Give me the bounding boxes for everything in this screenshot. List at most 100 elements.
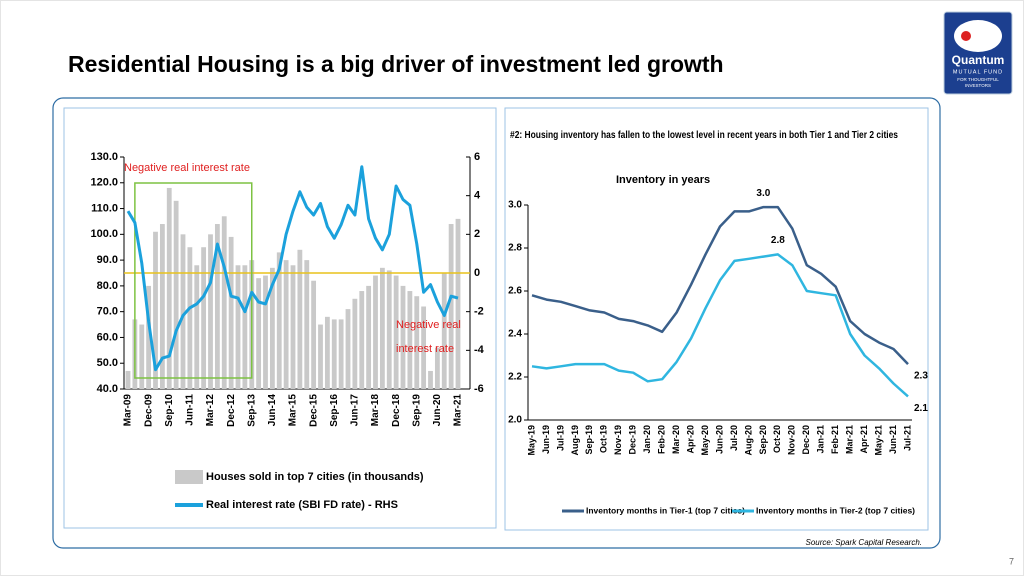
- y2-tick-label: 4: [474, 190, 481, 202]
- bar: [318, 324, 323, 389]
- x-tick-label: Jun-21: [888, 425, 898, 454]
- y2-tick-label: 0: [474, 267, 480, 279]
- annotation: interest rate: [396, 343, 454, 355]
- y2-tick-label: -2: [474, 306, 484, 318]
- bar: [455, 218, 461, 389]
- x-tick-label: Jan-21: [816, 425, 826, 454]
- bar: [146, 285, 152, 389]
- x-tick-label: Aug-20: [743, 425, 753, 456]
- x-tick-label: Mar-21: [845, 425, 855, 454]
- bar: [187, 247, 193, 389]
- bar: [407, 291, 413, 389]
- housing-sales-chart: 40.0 50.0 60.0 70.0 80.0 90.0 100.0 110.0 120.0 1…: [90, 151, 484, 511]
- y-tick-label: 110.0: [91, 202, 118, 214]
- y2-tick-label: -6: [474, 383, 484, 395]
- bar: [276, 252, 282, 389]
- bar: [208, 234, 213, 389]
- y-tick-label: 2.4: [508, 329, 522, 340]
- logo-line: MUTUAL FUND: [953, 69, 1003, 75]
- x-tick-label: Mar-21: [453, 394, 464, 427]
- bar: [352, 298, 358, 389]
- y-tick-label: 2.2: [508, 372, 522, 383]
- page-number: 7: [1009, 556, 1014, 566]
- x-tick-label: May-20: [700, 425, 710, 456]
- x-tick-label: Feb-20: [657, 425, 667, 454]
- bar: [173, 200, 179, 389]
- y-tick-label: 120.0: [90, 177, 118, 189]
- x-tick-label: Aug-19: [570, 425, 580, 456]
- chart-panel: [504, 107, 929, 531]
- logo-swirl: [954, 20, 1002, 52]
- x-tick-label: Oct-19: [599, 425, 609, 453]
- x-tick-label: Dec-15: [308, 394, 319, 427]
- y-tick-label: 80.0: [97, 280, 118, 292]
- bar: [180, 234, 186, 389]
- x-tick-label: Jun-19: [541, 425, 551, 454]
- bar: [345, 309, 351, 389]
- line: [531, 253, 909, 398]
- y2-tick-label: 6: [474, 151, 480, 163]
- bar: [242, 265, 248, 389]
- bar: [201, 247, 207, 389]
- source-note: Source: Spark Capital Research.: [806, 538, 923, 547]
- bar: [221, 216, 227, 389]
- chart-subtitle: Inventory in years: [616, 174, 710, 186]
- annotation: Negative real: [396, 319, 461, 331]
- bar: [359, 291, 365, 389]
- bar: [324, 316, 330, 389]
- bar: [441, 273, 447, 389]
- bar: [159, 224, 165, 389]
- legend-label: Inventory months in Tier-2 (top 7 cities…: [756, 505, 915, 515]
- y-tick-label: 50.0: [97, 357, 118, 369]
- y-tick-label: 3.0: [508, 200, 522, 211]
- bar: [393, 275, 399, 389]
- x-tick-label: May-21: [873, 425, 883, 456]
- legend-swatch: [175, 470, 203, 484]
- bar: [290, 265, 296, 389]
- x-tick-label: Sep-13: [246, 394, 257, 427]
- bar: [414, 296, 420, 389]
- x-tick-label: Jun-20: [432, 394, 443, 427]
- y2-tick-label: 2: [474, 228, 480, 240]
- x-tick-label: Mar-15: [288, 394, 299, 427]
- x-tick-label: Dec-20: [801, 425, 811, 455]
- logo-line: FOR THOUGHTFUL: [957, 77, 999, 82]
- annotation: Negative real interest rate: [124, 162, 250, 174]
- legend-label: Inventory months in Tier-1 (top 7 cities…: [586, 505, 745, 515]
- x-tick-label: Jul-19: [555, 425, 565, 451]
- bar: [428, 370, 433, 389]
- bar: [366, 285, 372, 389]
- bar: [256, 278, 262, 389]
- bar: [421, 306, 427, 389]
- inventory-chart: #2: Housing inventory has fallen to the …: [508, 129, 928, 515]
- bar: [386, 270, 392, 389]
- x-tick-label: Dec-12: [226, 394, 237, 427]
- x-tick-label: Feb-21: [830, 425, 840, 454]
- y-tick-label: 90.0: [97, 254, 118, 266]
- y2-tick-label: -4: [474, 344, 485, 356]
- bar: [263, 275, 268, 389]
- bar: [297, 249, 303, 389]
- bar: [214, 224, 220, 389]
- x-tick-label: Dec-09: [143, 394, 154, 427]
- bar: [125, 370, 131, 389]
- x-tick-label: Jun-17: [350, 394, 361, 427]
- bar: [139, 324, 145, 389]
- bar: [434, 347, 440, 389]
- bar: [283, 260, 289, 389]
- x-tick-label: Jun-11: [185, 394, 196, 426]
- x-tick-label: Jan-20: [642, 425, 652, 454]
- bar: [304, 260, 310, 389]
- chart-title: #2: Housing inventory has fallen to the …: [510, 129, 898, 141]
- x-tick-label: Mar-09: [123, 394, 134, 427]
- data-label: 2.3: [914, 371, 928, 382]
- x-tick-label: Sep-10: [164, 394, 175, 427]
- x-tick-label: Jul-21: [902, 425, 912, 451]
- logo-name: Quantum: [952, 53, 1005, 67]
- x-tick-label: Apr-20: [685, 425, 695, 454]
- logo: Quantum MUTUAL FUND FOR THOUGHTFUL INVES…: [943, 11, 1013, 95]
- x-tick-label: Sep-19: [584, 425, 594, 455]
- x-tick-label: Jun-14: [267, 394, 278, 427]
- highlight-box: [134, 182, 253, 379]
- y-tick-label: 130.0: [90, 151, 118, 163]
